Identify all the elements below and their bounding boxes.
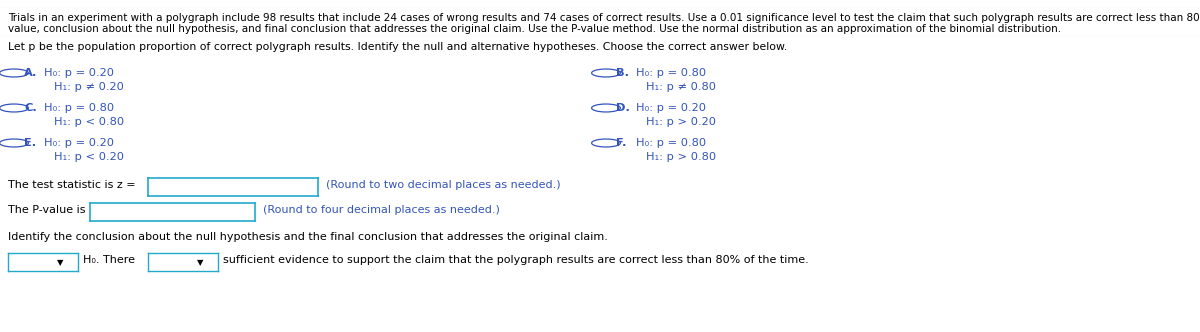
Text: The test statistic is z =: The test statistic is z = — [8, 180, 136, 190]
Text: H₁: p > 0.80: H₁: p > 0.80 — [646, 152, 716, 162]
Text: B.: B. — [616, 68, 629, 78]
Text: H₀: p = 0.20: H₀: p = 0.20 — [44, 138, 114, 148]
Text: Identify the conclusion about the null hypothesis and the final conclusion that : Identify the conclusion about the null h… — [8, 232, 608, 242]
Text: Let p be the population proportion of correct polygraph results. Identify the nu: Let p be the population proportion of co… — [8, 42, 787, 52]
Text: H₁: p < 0.80: H₁: p < 0.80 — [54, 117, 124, 127]
Text: H₀: p = 0.80: H₀: p = 0.80 — [636, 138, 706, 148]
Text: value, conclusion about the null hypothesis, and final conclusion that addresses: value, conclusion about the null hypothe… — [8, 24, 1061, 34]
Text: (Round to four decimal places as needed.): (Round to four decimal places as needed.… — [263, 205, 500, 215]
Text: H₀: p = 0.80: H₀: p = 0.80 — [44, 103, 114, 113]
Text: F.: F. — [616, 138, 626, 148]
Text: H₀. There: H₀. There — [83, 255, 134, 265]
Text: H₁: p ≠ 0.80: H₁: p ≠ 0.80 — [646, 82, 716, 92]
Text: H₀: p = 0.80: H₀: p = 0.80 — [636, 68, 706, 78]
Text: A.: A. — [24, 68, 37, 78]
Text: sufficient evidence to support the claim that the polygraph results are correct : sufficient evidence to support the claim… — [223, 255, 809, 265]
Text: D.: D. — [616, 103, 630, 113]
Text: H₁: p < 0.20: H₁: p < 0.20 — [54, 152, 124, 162]
Text: H₁: p ≠ 0.20: H₁: p ≠ 0.20 — [54, 82, 124, 92]
Text: C.: C. — [24, 103, 37, 113]
Text: Trials in an experiment with a polygraph include 98 results that include 24 case: Trials in an experiment with a polygraph… — [8, 13, 1200, 23]
Text: H₀: p = 0.20: H₀: p = 0.20 — [44, 68, 114, 78]
Text: E.: E. — [24, 138, 36, 148]
Text: The P-value is: The P-value is — [8, 205, 85, 215]
Text: (Round to two decimal places as needed.): (Round to two decimal places as needed.) — [326, 180, 560, 190]
Text: ▼: ▼ — [58, 258, 64, 267]
Text: ▼: ▼ — [197, 258, 204, 267]
Text: H₁: p > 0.20: H₁: p > 0.20 — [646, 117, 716, 127]
Text: H₀: p = 0.20: H₀: p = 0.20 — [636, 103, 706, 113]
